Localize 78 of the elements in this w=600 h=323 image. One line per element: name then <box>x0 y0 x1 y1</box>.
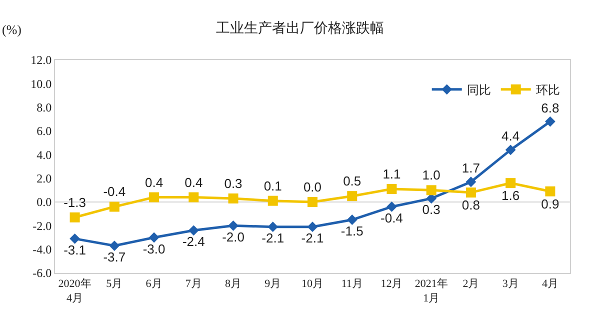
point <box>347 191 358 202</box>
x-tick-label: 7月 <box>185 278 202 290</box>
point <box>70 212 80 222</box>
y-tick-label: 12.0 <box>30 53 52 68</box>
y-tick-label: 0.0 <box>36 195 52 210</box>
data-label: 0.0 <box>303 180 322 194</box>
data-label: 0.8 <box>462 198 480 213</box>
x-tick-label: 3月 <box>502 278 519 290</box>
data-label: -2.1 <box>301 230 324 246</box>
data-label: 0.3 <box>422 202 440 218</box>
data-label: 0.3 <box>224 176 242 191</box>
point <box>109 202 120 212</box>
point <box>506 178 516 188</box>
x-tick-label: 12月 <box>380 278 403 290</box>
data-label: -2.1 <box>262 230 284 246</box>
y-tick-label: -4.0 <box>32 242 52 257</box>
x-tick-label: 10月 <box>302 278 324 290</box>
x-tick-label: 8月 <box>225 278 242 290</box>
y-tick-label: -2.0 <box>32 218 52 233</box>
point <box>228 220 238 231</box>
point <box>545 186 556 196</box>
data-label: -0.4 <box>380 210 403 226</box>
point <box>268 222 278 232</box>
legend-label: 同比 <box>466 83 491 98</box>
point <box>466 176 476 188</box>
data-label: -1.3 <box>64 194 86 210</box>
y-tick-label: 8.0 <box>36 100 52 115</box>
point <box>544 116 556 127</box>
point <box>386 184 397 194</box>
x-tick-label: 2020年 4月 <box>58 278 92 304</box>
point <box>148 232 160 243</box>
point <box>386 202 397 212</box>
point <box>188 225 199 236</box>
y-tick-label: 2.0 <box>36 172 52 186</box>
point <box>426 185 436 196</box>
point <box>149 192 160 202</box>
x-tick-label: 11月 <box>341 278 363 290</box>
y-tick-label: 10.0 <box>30 76 52 91</box>
data-label: 1.1 <box>382 166 401 182</box>
y-axis-title: (%) <box>2 22 22 37</box>
chart-title: 工业生产者出厂价格涨跌幅 <box>216 20 384 36</box>
x-tick-label: 6月 <box>146 278 162 290</box>
y-tick-label: 6.0 <box>36 124 52 138</box>
data-label: 1.7 <box>462 160 480 176</box>
point <box>307 222 318 232</box>
data-label: -3.7 <box>103 250 126 265</box>
data-label: 0.9 <box>541 196 560 212</box>
x-tick-label: 2021年 1月 <box>414 278 448 304</box>
data-label: -0.4 <box>103 184 126 200</box>
point <box>228 193 238 204</box>
data-label: -3.1 <box>64 242 86 258</box>
x-tick-label: 4月 <box>542 278 558 290</box>
y-tick-label: 4.0 <box>36 148 52 162</box>
data-label: -3.0 <box>142 241 166 256</box>
data-label: 1.0 <box>422 168 440 183</box>
point <box>308 197 318 207</box>
data-label: 0.4 <box>145 174 164 190</box>
data-label: 0.5 <box>343 174 362 189</box>
data-label: 4.4 <box>502 128 520 144</box>
x-tick-label: 2月 <box>462 278 480 290</box>
point <box>188 192 199 202</box>
data-label: -1.5 <box>340 224 364 238</box>
point <box>109 240 120 251</box>
x-tick-label: 9月 <box>264 278 282 290</box>
x-tick-label: 5月 <box>106 278 123 290</box>
data-label: -2.0 <box>222 229 244 244</box>
data-label: 0.4 <box>184 174 203 190</box>
data-label: -2.4 <box>182 234 205 250</box>
y-tick-label: -6.0 <box>32 266 52 280</box>
point <box>466 188 476 198</box>
data-label: 0.1 <box>264 178 282 194</box>
point <box>346 214 358 225</box>
point <box>70 233 80 244</box>
point <box>505 144 516 156</box>
data-label: 6.8 <box>541 100 560 116</box>
legend-label: 环比 <box>536 83 560 98</box>
point <box>268 196 278 206</box>
data-label: 1.6 <box>502 188 520 204</box>
